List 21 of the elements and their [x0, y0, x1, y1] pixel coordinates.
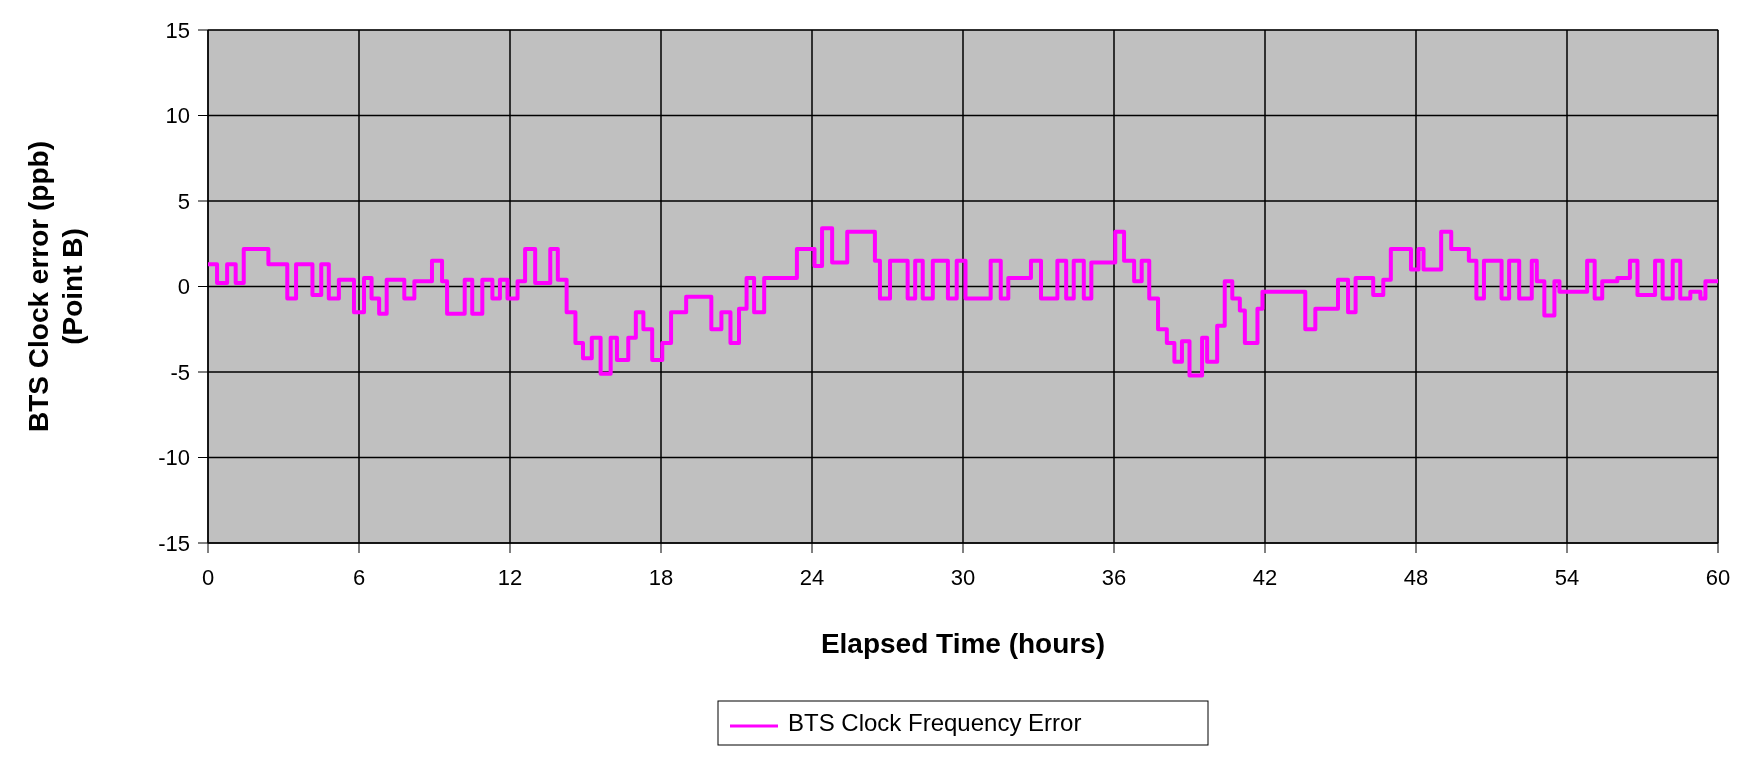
- y-axis-title: BTS Clock error (ppb) (Point B): [23, 141, 88, 432]
- x-tick-label: 60: [1705, 565, 1731, 590]
- x-tick-label: 48: [1403, 565, 1429, 590]
- x-tick-label: 54: [1554, 565, 1580, 590]
- y-tick-label: 15: [165, 17, 190, 43]
- x-tick-label: 24: [799, 565, 825, 590]
- x-tick-label: 0: [201, 565, 215, 590]
- y-tick-label: -10: [158, 445, 190, 471]
- y-tick-label: 10: [165, 103, 190, 129]
- x-axis-title: Elapsed Time (hours): [820, 628, 1106, 659]
- y-tick-label: -15: [158, 530, 190, 556]
- x-tick-label: 36: [1101, 565, 1127, 590]
- x-tick-label: 12: [497, 565, 523, 590]
- x-tick-label: 18: [648, 565, 674, 590]
- y-tick-label: -5: [170, 359, 190, 385]
- y-tick-label: 5: [177, 188, 190, 214]
- y-tick-label: 0: [177, 274, 190, 300]
- x-tick-label: 6: [352, 565, 366, 590]
- x-tick-label: 42: [1252, 565, 1278, 590]
- x-tick-label: 30: [950, 565, 976, 590]
- legend-label: BTS Clock Frequency Error: [788, 709, 1082, 737]
